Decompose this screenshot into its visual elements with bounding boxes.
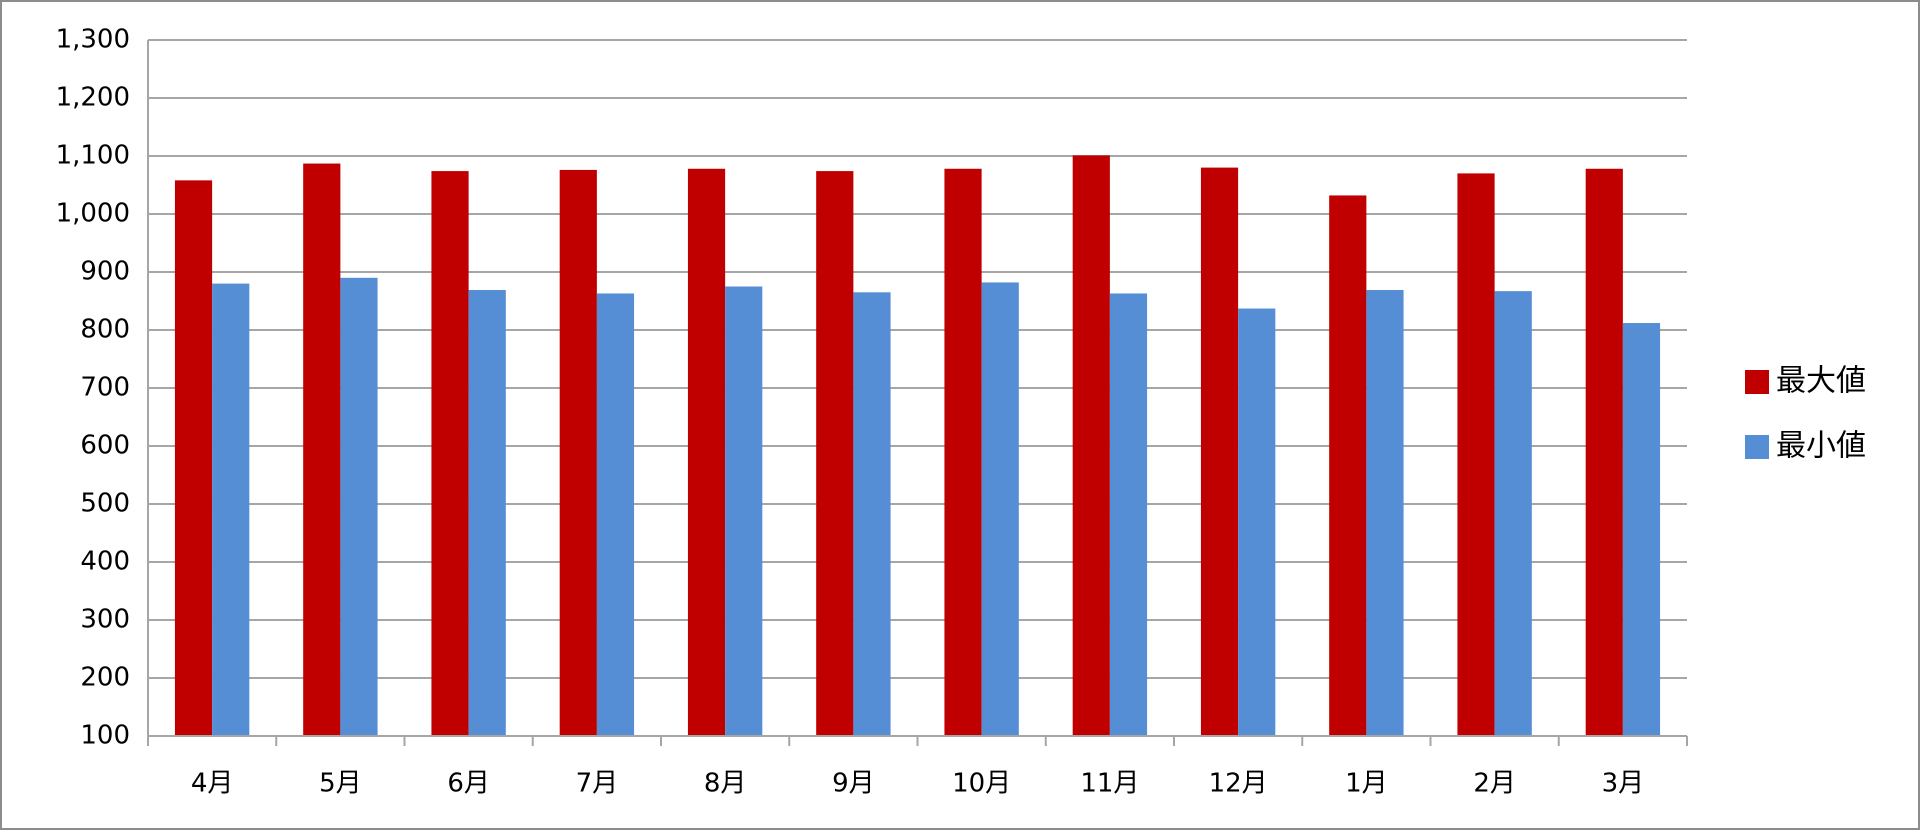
bar (1494, 291, 1532, 736)
legend-label: 最大値 (1776, 364, 1866, 399)
bar (816, 171, 854, 736)
y-tick-label: 800 (80, 315, 130, 345)
legend-swatch (1745, 435, 1769, 459)
legend-label: 最小値 (1776, 429, 1866, 464)
y-tick-label: 100 (80, 721, 130, 751)
y-tick-label: 500 (80, 489, 130, 519)
bar (944, 168, 982, 736)
y-tick-label: 900 (80, 257, 130, 287)
bar (687, 168, 726, 736)
y-tick-label: 1,300 (56, 25, 130, 55)
bar (1585, 168, 1623, 736)
y-tick-label: 1,000 (56, 199, 130, 229)
x-tick-label: 8月 (704, 769, 747, 799)
y-tick-label: 600 (80, 431, 130, 461)
bar (468, 289, 506, 736)
bar (1109, 293, 1148, 736)
y-tick-label: 300 (80, 605, 130, 635)
x-tick-label: 9月 (832, 769, 875, 799)
x-tick-label: 5月 (319, 769, 362, 799)
x-tick-label: 1月 (1345, 769, 1388, 799)
y-tick-label: 400 (80, 547, 130, 577)
y-tick-label: 700 (80, 373, 130, 403)
x-tick-label: 12月 (1209, 769, 1268, 799)
y-tick-label: 1,100 (56, 141, 130, 171)
legend-swatch (1745, 370, 1769, 394)
bar (1457, 173, 1495, 736)
bar (431, 171, 469, 736)
y-tick-label: 200 (80, 663, 130, 693)
bar (853, 292, 891, 736)
bar (559, 169, 597, 737)
bar (212, 283, 250, 736)
bar (596, 293, 635, 736)
bar (981, 282, 1019, 736)
x-tick-label: 4月 (191, 769, 234, 799)
bar (1072, 155, 1110, 737)
bar (303, 163, 341, 737)
x-tick-label: 11月 (1080, 769, 1139, 799)
y-tick-label: 1,200 (56, 83, 130, 113)
bar (1238, 308, 1276, 736)
x-tick-label: 3月 (1602, 769, 1645, 799)
bar (1200, 167, 1239, 737)
x-tick-label: 2月 (1473, 769, 1516, 799)
bar (725, 286, 763, 736)
bar (340, 277, 378, 736)
x-tick-label: 6月 (447, 769, 490, 799)
bar (1366, 289, 1404, 736)
bar (1622, 323, 1661, 736)
bar (1329, 195, 1367, 736)
bar (174, 180, 213, 737)
x-tick-label: 7月 (576, 769, 619, 799)
x-tick-label: 10月 (952, 769, 1011, 799)
